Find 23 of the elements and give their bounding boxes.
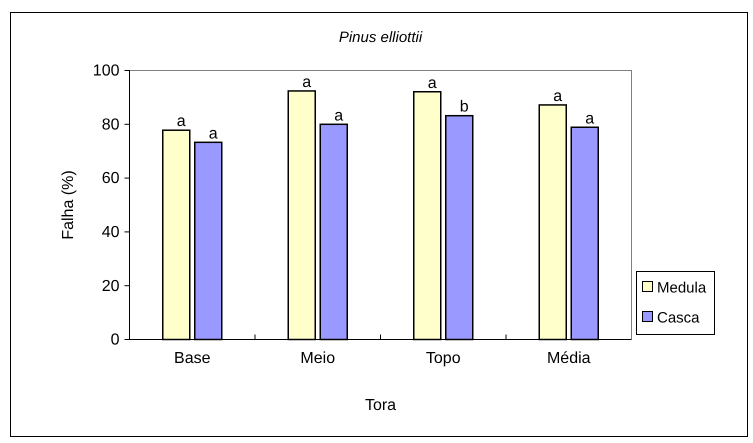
- y-tick-label: 20: [102, 278, 120, 295]
- y-tick-label: 80: [102, 116, 120, 134]
- x-axis-title: Tora: [364, 397, 396, 414]
- data-label: a: [553, 88, 562, 105]
- legend-label: Medula: [657, 280, 707, 296]
- y-tick-label: 60: [102, 170, 120, 188]
- y-tick-label: 40: [102, 224, 120, 242]
- data-label: a: [585, 110, 594, 128]
- data-label: a: [208, 125, 218, 142]
- x-tick-label: Topo: [426, 350, 461, 367]
- y-tick-label: 100: [92, 62, 120, 80]
- x-tick-label: Base: [174, 350, 211, 367]
- data-label: a: [428, 74, 437, 92]
- x-tick-label: Meio: [300, 350, 336, 367]
- x-tick-label: Média: [546, 350, 591, 367]
- y-tick-label: 0: [110, 332, 120, 349]
- y-axis-title: Falha (%): [60, 170, 77, 240]
- data-label: a: [302, 74, 312, 91]
- data-label: b: [460, 98, 469, 116]
- data-label: a: [334, 107, 344, 124]
- legend-label: Casca: [657, 310, 700, 326]
- chart-title: Pinus elliottii: [338, 29, 423, 46]
- data-label: a: [176, 113, 186, 130]
